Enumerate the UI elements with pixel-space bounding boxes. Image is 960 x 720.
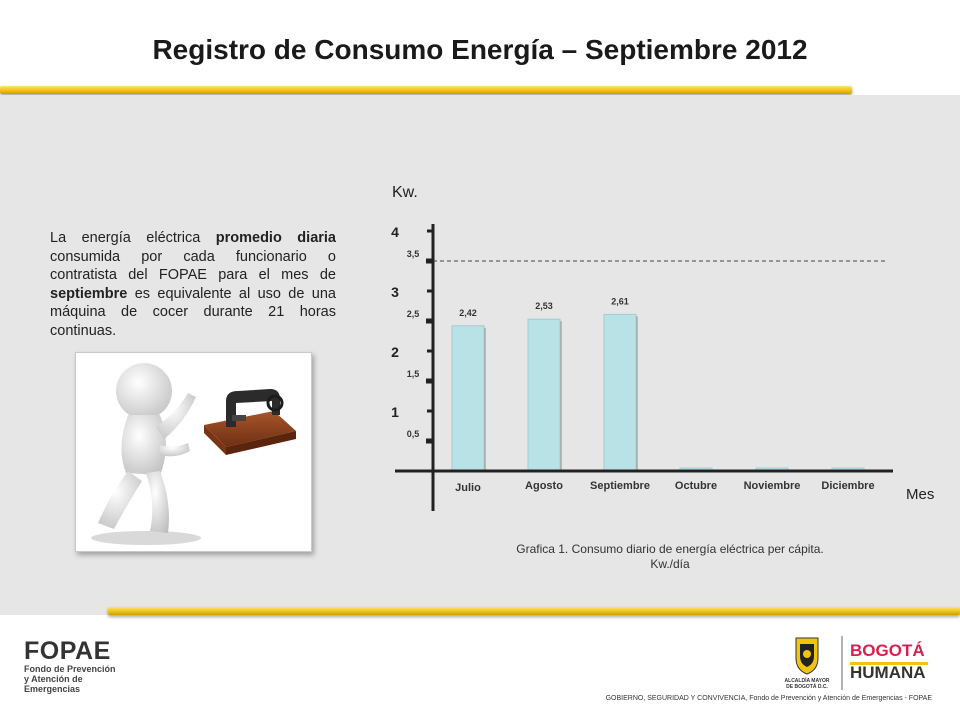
description-part-1: La energía eléctrica [50, 230, 216, 246]
y-major-label-4: 4 [391, 224, 399, 240]
bar-septiembre [603, 313, 637, 472]
description-part-2: consumida por cada funcionario o contrat… [50, 248, 336, 284]
figure-with-sewing-machine-illustration [91, 363, 296, 545]
y-major-label-2: 2 [391, 344, 399, 360]
x-tick-label-septiembre: Septiembre [590, 480, 650, 492]
y-major-label-3: 3 [391, 284, 399, 300]
x-tick-label-agosto: Agosto [525, 480, 563, 492]
data-label-septiembre: 2,61 [611, 296, 629, 306]
fopae-subtitle-2: y Atención de Emergencias [24, 674, 83, 694]
fopae-subtitle-1: Fondo de Prevención [24, 664, 116, 674]
x-tick-label-noviembre: Noviembre [744, 480, 801, 492]
y-minor-label-0-5: 0,5 [407, 429, 420, 439]
footer-note: GOBIERNO, SEGURIDAD Y CONVIVENCIA, Fondo… [605, 695, 932, 702]
bogota-logos: ALCALDÍA MAYOR DE BOGOTÁ D.C. BOGOTÁ HUM… [784, 632, 944, 692]
chart-caption: Grafica 1. Consumo diario de energía elé… [470, 542, 870, 572]
x-axis-title: Mes [906, 486, 935, 503]
bar-shadow-julio [484, 327, 486, 471]
brand-bottom: HUMANA [850, 663, 926, 682]
slide-title: Registro de Consumo Energía – Septiembre… [152, 34, 808, 65]
description-text: La energía eléctrica promedio diaria con… [50, 229, 336, 340]
y-minor-label-1-5: 1,5 [407, 369, 420, 379]
x-tick-label-julio: Julio [455, 482, 481, 494]
y-minor-label-2-5: 2,5 [407, 309, 420, 319]
data-label-agosto: 2,53 [535, 301, 553, 311]
y-major-label-1: 1 [391, 404, 399, 420]
bar-shadow-septiembre [636, 316, 638, 471]
y-minor-tick-0-5 [426, 438, 432, 444]
x-tick-label-octubre: Octubre [675, 480, 717, 492]
bar-julio [451, 325, 485, 472]
brand-top: BOGOTÁ [850, 641, 925, 660]
description-bold-1: promedio diaria [215, 230, 336, 246]
caption-line-2: Kw./día [650, 557, 690, 571]
y-minor-label-3-5: 3,5 [407, 249, 420, 259]
description-bold-2: septiembre [50, 285, 128, 302]
illustration-frame [75, 352, 312, 552]
fopae-wordmark: FOPAE [24, 637, 111, 665]
top-accent-rule [0, 86, 852, 94]
alcaldia-line-2: DE BOGOTÁ D.C. [786, 683, 828, 690]
brand-color-stripe [850, 662, 928, 665]
y-minor-tick-1-5 [426, 378, 432, 384]
y-axis-title: Kw. [392, 184, 418, 201]
bar-agosto [527, 318, 561, 472]
data-label-julio: 2,42 [459, 308, 477, 318]
caption-line-1: Grafica 1. Consumo diario de energía elé… [516, 542, 824, 556]
bar-shadow-agosto [560, 321, 562, 471]
y-minor-tick-2-5 [426, 318, 432, 324]
description-part-3: es equivalente al uso de una máquina de … [50, 285, 336, 339]
alcaldia-line-1: ALCALDÍA MAYOR [785, 676, 830, 684]
fopae-logo: FOPAE Fondo de Prevención y Atención de … [24, 637, 134, 694]
bottom-accent-rule [108, 607, 960, 615]
x-tick-label-diciembre: Diciembre [821, 480, 874, 492]
alcaldia-shield-icon [795, 637, 819, 675]
y-minor-tick-3-5 [426, 258, 432, 264]
